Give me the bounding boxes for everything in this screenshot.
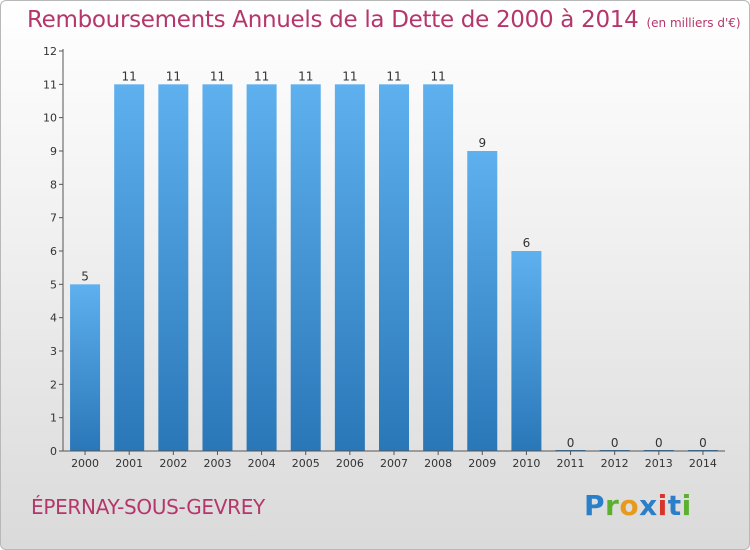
- logo-letter: x: [639, 489, 658, 522]
- unit-subtitle: (en milliers d'€): [646, 16, 741, 30]
- bar: [202, 84, 233, 451]
- bar: [114, 84, 145, 451]
- x-tick-label: 2010: [512, 457, 540, 470]
- bar: [423, 84, 454, 451]
- commune-name: ÉPERNAY-SOUS-GEVREY: [31, 495, 265, 519]
- x-tick-label: 2009: [468, 457, 496, 470]
- y-tick-label: 0: [50, 445, 57, 458]
- y-tick-label: 4: [50, 312, 57, 325]
- data-label: 11: [342, 69, 357, 83]
- data-label: 11: [298, 69, 313, 83]
- y-tick-label: 11: [43, 78, 57, 91]
- bar: [158, 84, 189, 451]
- bar: [246, 84, 277, 451]
- bar: [290, 84, 321, 451]
- title-text: Remboursements Annuels de la Dette de 20…: [27, 7, 639, 33]
- x-tick-label: 2005: [292, 457, 320, 470]
- data-label: 0: [655, 436, 663, 450]
- y-tick-label: 9: [50, 145, 57, 158]
- data-label: 11: [210, 69, 225, 83]
- data-label: 0: [611, 436, 619, 450]
- x-tick-label: 2000: [71, 457, 99, 470]
- logo-letter: i: [657, 489, 668, 522]
- x-tick-label: 2002: [159, 457, 187, 470]
- data-label: 11: [122, 69, 137, 83]
- y-tick-label: 8: [50, 178, 57, 191]
- data-label: 11: [166, 69, 181, 83]
- chart-title: Remboursements Annuels de la Dette de 20…: [27, 7, 741, 33]
- x-tick-label: 2011: [557, 457, 585, 470]
- data-label: 9: [478, 136, 486, 150]
- y-tick-label: 5: [50, 278, 57, 291]
- logo-letter: o: [619, 489, 640, 522]
- y-tick-label: 12: [43, 45, 57, 58]
- y-tick-label: 3: [50, 345, 57, 358]
- logo-letter: i: [681, 489, 692, 522]
- x-tick-label: 2001: [115, 457, 143, 470]
- x-tick-label: 2013: [645, 457, 673, 470]
- data-label: 5: [81, 269, 89, 283]
- data-label: 11: [254, 69, 269, 83]
- x-tick-label: 2007: [380, 457, 408, 470]
- data-label: 0: [699, 436, 707, 450]
- data-label: 11: [430, 69, 445, 83]
- y-tick-label: 6: [50, 245, 57, 258]
- x-tick-label: 2012: [601, 457, 629, 470]
- data-label: 0: [567, 436, 575, 450]
- bar: [511, 251, 542, 451]
- x-tick-label: 2008: [424, 457, 452, 470]
- y-tick-label: 2: [50, 378, 57, 391]
- bar: [467, 151, 498, 451]
- x-tick-label: 2004: [248, 457, 276, 470]
- y-tick-label: 1: [50, 412, 57, 425]
- y-tick-label: 10: [43, 112, 57, 125]
- x-tick-label: 2003: [203, 457, 231, 470]
- x-tick-label: 2006: [336, 457, 364, 470]
- bar: [379, 84, 409, 451]
- logo-letter: t: [667, 489, 682, 522]
- y-tick-label: 7: [50, 212, 57, 225]
- bar: [70, 284, 101, 451]
- x-tick-label: 2014: [689, 457, 717, 470]
- proxiti-logo: Proxiti: [584, 489, 692, 522]
- data-label: 11: [386, 69, 401, 83]
- bar: [334, 84, 365, 451]
- logo-letter: P: [584, 489, 606, 522]
- data-label: 6: [523, 236, 531, 250]
- logo-letter: r: [605, 489, 620, 522]
